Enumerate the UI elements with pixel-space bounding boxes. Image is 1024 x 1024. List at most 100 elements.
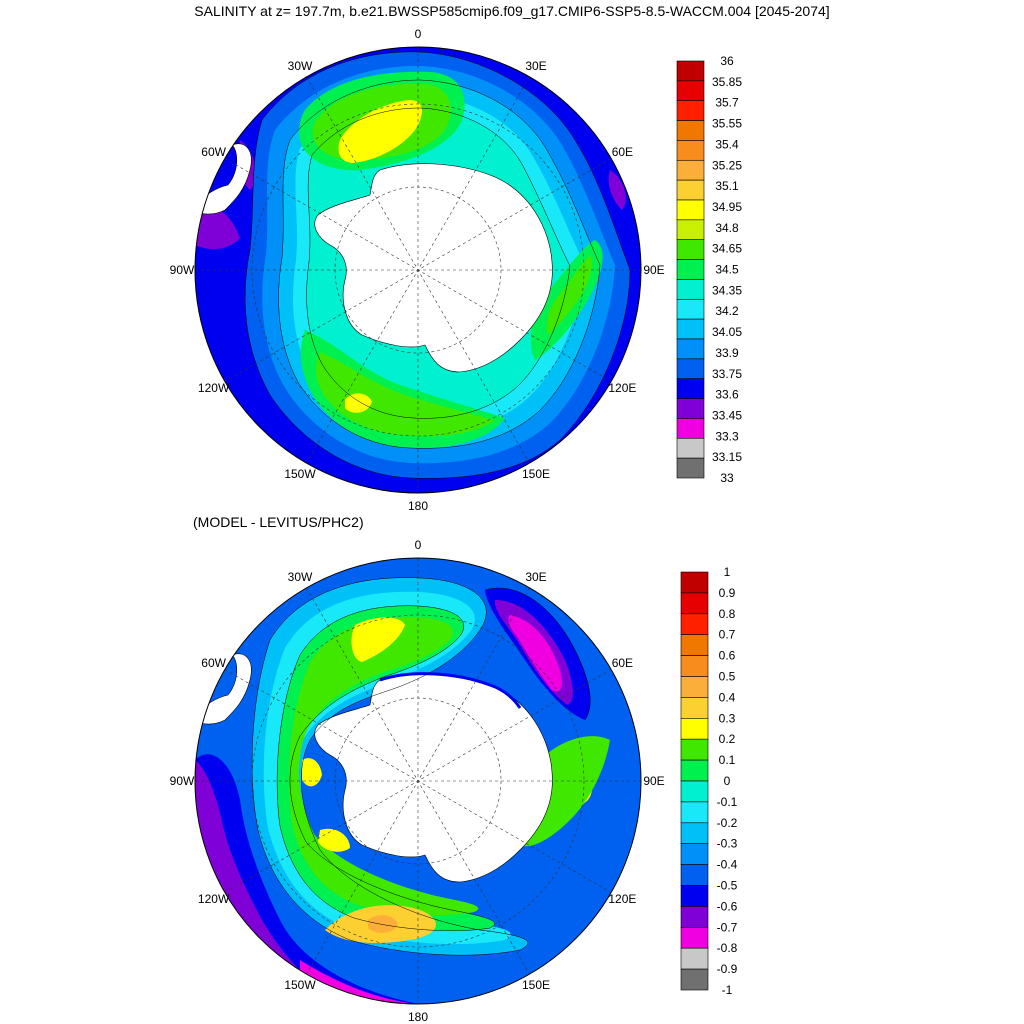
colorbar-swatch [680, 843, 709, 865]
lon-label-90w: 90W [169, 263, 195, 277]
lon-label-120w-diff: 120W [197, 892, 230, 906]
difference-panel-title: (MODEL - LEVITUS/PHC2) [193, 514, 364, 530]
lon-label-0: 0 [414, 27, 422, 41]
graticule [195, 47, 641, 493]
colorbar-label: -0.2 [717, 816, 738, 830]
purple-patch-west [195, 206, 240, 250]
colorbar-swatch [676, 338, 705, 360]
colorbar-label: -1 [722, 983, 733, 997]
lon-label-180-diff: 180 [407, 1010, 429, 1024]
colorbar-swatch [676, 378, 705, 399]
colorbar-swatch [676, 159, 705, 181]
salinity-map-border [194, 46, 642, 494]
colorbar-swatch [680, 968, 709, 991]
colorbar-swatch [680, 655, 709, 677]
colorbar-swatch [680, 697, 709, 719]
colorbar-label: 0.6 [719, 649, 736, 663]
colorbar-label: 33.9 [715, 346, 739, 360]
colorbar-label: 34.05 [712, 325, 742, 339]
colorbar-label: -0.8 [717, 941, 738, 955]
colorbar-label: 33 [720, 471, 734, 485]
colorbar-swatch [680, 864, 709, 886]
colorbar-label: -0.1 [717, 795, 738, 809]
colorbar-label: -0.6 [717, 899, 738, 913]
diff-antarctica-landmass [314, 673, 553, 883]
colorbar-label: 33.3 [715, 429, 739, 443]
colorbar-swatch [676, 358, 705, 380]
colorbar-label: 35.7 [715, 96, 739, 110]
lon-label-30e-diff: 30E [525, 569, 547, 584]
lon-label-60w: 60W [201, 145, 226, 159]
colorbar-swatch [680, 738, 709, 761]
colorbar-swatch [676, 298, 705, 320]
colorbar-swatch [680, 592, 709, 615]
figure-title: SALINITY at z= 197.7m, b.e21.BWSSP585cmi… [194, 3, 830, 19]
colorbar-swatch [676, 437, 705, 459]
colorbar-swatch [676, 418, 705, 439]
colorbar-swatch [680, 885, 709, 907]
lon-label-120w: 120W [197, 381, 230, 395]
colorbar-swatch [680, 822, 709, 844]
colorbar-label: 36 [720, 54, 734, 68]
colorbar-label: 33.45 [712, 408, 742, 422]
colorbar-label: -0.3 [717, 837, 738, 851]
lon-label-60e-diff: 60E [611, 656, 634, 670]
weddell-gyre-max [338, 100, 422, 163]
colorbar-swatch [676, 80, 705, 102]
colorbar-label: 0.9 [719, 586, 736, 600]
colorbar-label: 33.15 [712, 450, 742, 464]
lon-label-120e-diff: 120E [608, 892, 637, 906]
colorbar-label: 0.3 [719, 711, 736, 725]
colorbar-label: -0.5 [717, 879, 738, 893]
lon-label-60w-diff: 60W [201, 656, 226, 670]
colorbar-swatch [676, 398, 705, 419]
lon-label-150e-diff: 150E [521, 978, 551, 993]
lon-label-150w: 150W [284, 467, 316, 482]
colorbar-label: 0 [724, 774, 731, 788]
colorbar-label: 33.75 [712, 367, 742, 381]
kerguelen-green [546, 255, 593, 335]
colorbar-label: 34.35 [712, 283, 742, 297]
colorbar-swatch [676, 100, 705, 121]
colorbar-swatch [676, 457, 705, 479]
lon-label-90e-diff: 90E [643, 774, 665, 788]
colorbar-swatch [680, 906, 709, 928]
colorbar-label: 0.1 [719, 753, 736, 767]
colorbar-swatch [676, 179, 705, 201]
lon-label-30w-diff: 30W [287, 569, 313, 584]
lon-label-0-diff: 0 [414, 538, 422, 552]
colorbar-label: 35.25 [712, 158, 742, 172]
diff-ross-peak [368, 915, 398, 933]
colorbar-swatch [680, 634, 709, 656]
colorbar-label: 34.5 [715, 263, 739, 277]
colorbar-label: 33.6 [715, 388, 739, 402]
ross-gyre-green [316, 352, 495, 437]
colorbar-swatch [680, 759, 709, 782]
colorbar-label: 34.2 [715, 304, 739, 318]
colorbar-swatch [676, 318, 705, 340]
colorbar-label: 0.2 [719, 732, 736, 746]
colorbar-swatch [676, 279, 705, 300]
lon-label-30w: 30W [287, 58, 313, 73]
lon-label-180: 180 [407, 499, 429, 513]
diff-magenta-indian [508, 615, 563, 692]
ross-gyre-max [345, 393, 372, 413]
lon-label-150e: 150E [521, 467, 551, 482]
colorbar-label: -0.9 [717, 962, 738, 976]
lon-label-60e: 60E [611, 145, 634, 159]
colorbar-swatch [676, 120, 705, 141]
colorbar-label: 0.5 [719, 670, 736, 684]
colorbar-swatch [680, 676, 709, 698]
diff-acc-band-4 [289, 616, 479, 916]
colorbar-swatch [676, 199, 705, 221]
colorbar-label: 35.4 [715, 137, 739, 151]
diff-graticule [195, 558, 641, 1004]
colorbar-label: 0.4 [719, 690, 736, 704]
colorbar-label: 35.85 [712, 75, 742, 89]
antarctica-landmass [314, 163, 553, 373]
colorbar-swatch [680, 947, 709, 970]
colorbar-label: 34.8 [715, 221, 739, 235]
colorbar-label: -0.4 [717, 858, 738, 872]
